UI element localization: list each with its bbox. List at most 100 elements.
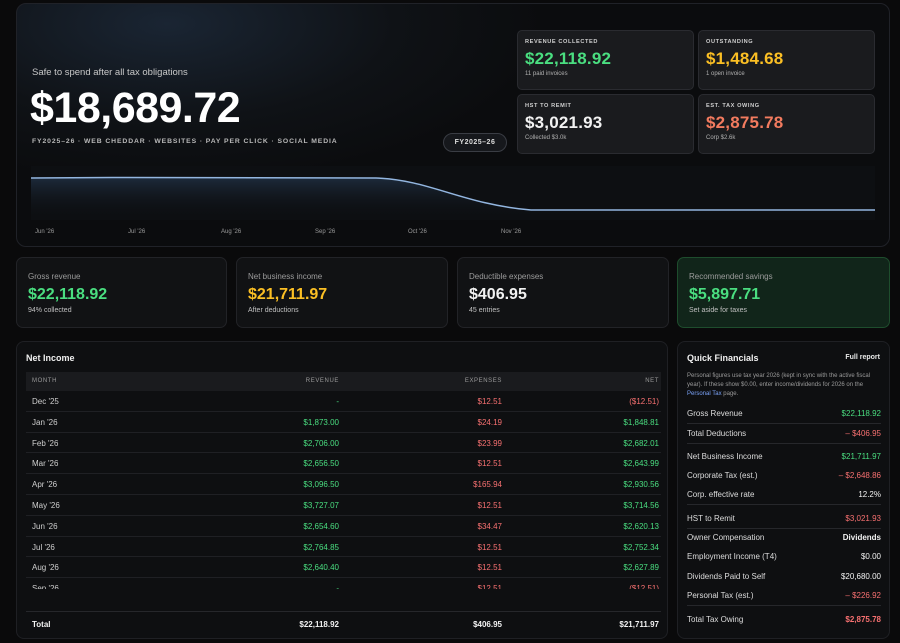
- kpi-label: REVENUE COLLECTED: [525, 39, 598, 45]
- table-row: Dec '25 - $12.51 ($12.51): [26, 391, 661, 412]
- card-value: $5,897.71: [689, 286, 761, 303]
- column-header-month: MONTH: [32, 378, 57, 384]
- cell-month: Jul '26: [32, 542, 55, 552]
- chart-area: [31, 177, 875, 220]
- kpi-sub: 11 paid invoices: [525, 71, 568, 77]
- cell-expenses: $24.19: [477, 417, 502, 427]
- quick-row-value: $3,021.93: [845, 514, 881, 523]
- total-net: $21,711.97: [619, 620, 659, 629]
- table-row: Jun '26 $2,654.60 $34.47 $2,620.13: [26, 516, 661, 537]
- kpi-value: $1,484.68: [706, 49, 784, 68]
- cell-net: $2,643.99: [623, 459, 659, 469]
- quick-financials-row: Owner Compensation Dividends: [687, 528, 881, 548]
- table-total-row: Total $22,118.92 $406.95 $21,711.97: [26, 611, 661, 631]
- total-label: Total: [32, 620, 51, 629]
- quick-row-label: HST to Remit: [687, 514, 735, 523]
- quick-financials-row: Gross Revenue $22,118.92: [687, 404, 881, 424]
- card-label: Gross revenue: [28, 272, 81, 281]
- card-value: $22,118.92: [28, 286, 108, 303]
- note-text-end: page.: [721, 391, 739, 397]
- fiscal-year-meta: FY2025–26 · WEB CHEDDAR · WEBSITES · PAY…: [32, 138, 338, 145]
- table-row: Jul '26 $2,764.85 $12.51 $2,752.34: [26, 537, 661, 558]
- fiscal-year-pill[interactable]: FY2025–26: [443, 133, 507, 152]
- total-revenue: $22,118.92: [299, 620, 339, 629]
- kpi-value: $2,875.78: [706, 113, 784, 132]
- card-recommended-savings: Recommended savings $5,897.71 Set aside …: [677, 257, 890, 328]
- quick-row-label: Personal Tax (est.): [687, 591, 754, 600]
- chart-line: [31, 176, 875, 211]
- quick-row-label: Total Tax Owing: [687, 615, 744, 624]
- cell-month: Feb '26: [32, 438, 59, 448]
- quick-row-value: – $406.95: [845, 429, 881, 438]
- total-expenses: $406.95: [473, 620, 502, 629]
- personal-tax-link[interactable]: Personal Tax: [687, 391, 722, 397]
- quick-row-label: Corporate Tax (est.): [687, 471, 758, 480]
- card-sub: After deductions: [248, 307, 299, 314]
- quick-row-label: Gross Revenue: [687, 409, 743, 418]
- card-label: Recommended savings: [689, 272, 773, 281]
- quick-row-value: $22,118.92: [841, 409, 881, 418]
- cell-expenses: $12.51: [477, 584, 502, 589]
- card-sub: 45 entries: [469, 307, 500, 314]
- table-body[interactable]: Dec '25 - $12.51 ($12.51) Jan '26 $1,873.00 $2…: [26, 391, 661, 589]
- cell-net: $1,848.81: [623, 417, 659, 427]
- quick-financials-row: Dividends Paid to Self $20,680.00: [687, 567, 881, 587]
- quick-row-label: Total Deductions: [687, 429, 747, 438]
- cell-revenue: $2,654.60: [303, 521, 339, 531]
- quick-row-label: Dividends Paid to Self: [687, 572, 766, 581]
- cell-net: $2,682.01: [623, 438, 659, 448]
- quick-financials-panel: Quick Financials Full report Personal fi…: [677, 341, 890, 639]
- cell-revenue: -: [336, 584, 339, 589]
- card-label: Net business income: [248, 272, 323, 281]
- column-header-expenses: EXPENSES: [464, 378, 502, 384]
- cell-month: Sep '26: [32, 584, 59, 589]
- table-row: May '26 $3,727.07 $12.51 $3,714.56: [26, 495, 661, 516]
- net-income-panel: Net Income MONTH REVENUE EXPENSES NET De…: [16, 341, 668, 639]
- table-row: Sep '26 - $12.51 ($12.51): [26, 578, 661, 589]
- safe-to-spend-label: Safe to spend after all tax obligations: [32, 67, 188, 78]
- cell-net: ($12.51): [629, 584, 659, 589]
- cell-net: $2,620.13: [623, 521, 659, 531]
- quick-row-value: Dividends: [842, 533, 881, 542]
- kpi-label: HST TO REMIT: [525, 103, 572, 109]
- kpi-value: $3,021.93: [525, 113, 603, 132]
- quick-row-label: Owner Compensation: [687, 533, 765, 542]
- quick-row-value: $20,680.00: [840, 572, 881, 581]
- cell-expenses: $23.99: [477, 438, 502, 448]
- cell-revenue: $2,656.50: [303, 459, 339, 469]
- card-deductible-expenses: Deductible expenses $406.95 45 entries: [457, 257, 669, 328]
- card-label: Deductible expenses: [469, 272, 544, 281]
- quick-row-value: – $2,648.86: [838, 471, 881, 480]
- cell-net: $2,752.34: [623, 542, 659, 552]
- kpi-est-tax-owing: EST. TAX OWING $2,875.78 Corp $2.6k: [698, 94, 875, 154]
- cell-revenue: $3,727.07: [303, 500, 339, 510]
- note-text: Personal figures use tax year 2026 (kept…: [687, 373, 871, 388]
- column-header-revenue: REVENUE: [305, 378, 339, 384]
- cell-expenses: $12.51: [477, 500, 502, 510]
- table-row: Mar '26 $2,656.50 $12.51 $2,643.99: [26, 453, 661, 475]
- cell-revenue: $2,764.85: [303, 542, 339, 552]
- cell-revenue: $3,096.50: [303, 480, 339, 490]
- quick-financials-row: Personal Tax (est.) – $226.92: [687, 586, 881, 606]
- quick-row-value: 12.2%: [858, 490, 881, 499]
- card-value: $406.95: [469, 286, 527, 303]
- cell-revenue: -: [336, 397, 339, 406]
- cell-net: $3,714.56: [623, 500, 659, 510]
- quick-financials-row: Total Tax Owing $2,875.78: [687, 610, 881, 630]
- cell-net: $2,627.89: [623, 563, 659, 573]
- kpi-sub: Collected $3.0k: [525, 135, 567, 141]
- quick-row-label: Employment Income (T4): [687, 552, 777, 561]
- kpi-sub: 1 open invoice: [706, 71, 745, 77]
- quick-row-value: $2,875.78: [845, 615, 881, 624]
- table-header: MONTH REVENUE EXPENSES NET: [26, 372, 661, 391]
- column-header-net: NET: [645, 378, 659, 384]
- cell-month: May '26: [32, 500, 60, 510]
- cell-month: Jan '26: [32, 417, 58, 427]
- quick-financials-row: Corp. effective rate 12.2%: [687, 485, 881, 505]
- kpi-revenue-collected: REVENUE COLLECTED $22,118.92 11 paid inv…: [517, 30, 694, 90]
- card-sub: 94% collected: [28, 307, 72, 314]
- full-report-link[interactable]: Full report: [845, 354, 880, 361]
- net-income-title: Net Income: [26, 353, 75, 363]
- cell-month: Apr '26: [32, 480, 58, 490]
- cell-expenses: $12.51: [477, 459, 502, 469]
